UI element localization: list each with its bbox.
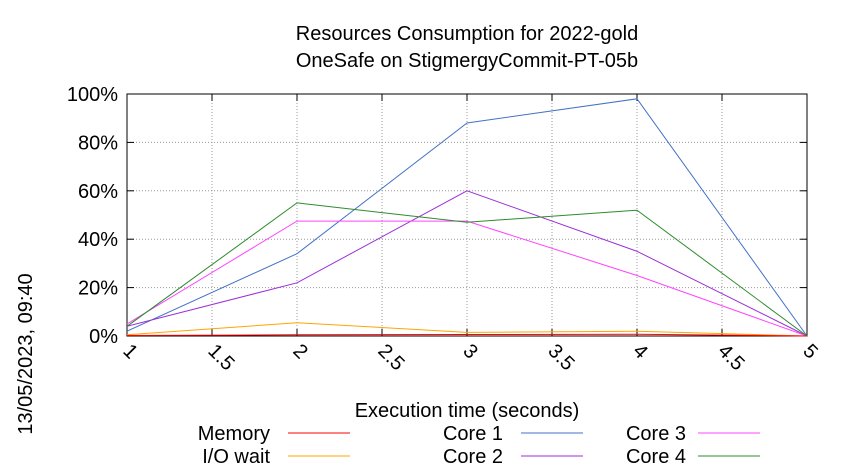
series-line-memory bbox=[126, 333, 808, 337]
series-line-core-1 bbox=[126, 98, 808, 337]
y-tick-label: 60% bbox=[78, 181, 118, 203]
x-tick-label: 2.5 bbox=[373, 340, 408, 375]
series-lines bbox=[126, 98, 808, 337]
legend-label: Memory bbox=[198, 423, 270, 445]
side-label: 13/05/2023, 09:40 bbox=[15, 273, 37, 434]
legend-label: Core 1 bbox=[443, 423, 503, 445]
x-tick-label: 5 bbox=[798, 340, 821, 363]
x-tick-label: 3 bbox=[458, 340, 481, 363]
chart-title: Resources Consumption for 2022-gold bbox=[296, 23, 638, 45]
chart-subtitle: OneSafe on StigmergyCommit-PT-05b bbox=[296, 50, 638, 72]
y-tick-label: 0% bbox=[89, 326, 118, 348]
y-axis: 0% 20% 40% 60% 80% 100% bbox=[67, 84, 807, 348]
series-line-core-2 bbox=[126, 190, 808, 337]
legend-label: I/O wait bbox=[202, 446, 270, 468]
legend-label: Core 3 bbox=[626, 423, 686, 445]
y-tick-label: 20% bbox=[78, 278, 118, 300]
x-axis-label: Execution time (seconds) bbox=[355, 400, 580, 422]
y-tick-label: 80% bbox=[78, 132, 118, 154]
x-tick-label: 1.5 bbox=[203, 340, 238, 375]
legend-label: Core 2 bbox=[443, 446, 503, 468]
x-tick-label: 3.5 bbox=[543, 340, 578, 375]
x-tick-label: 4.5 bbox=[713, 340, 748, 375]
x-tick-label: 4 bbox=[628, 340, 651, 363]
series-line-core-4 bbox=[126, 202, 808, 337]
series-line-core-3 bbox=[126, 220, 808, 337]
y-tick-label: 40% bbox=[78, 229, 118, 251]
x-tick-label: 1 bbox=[118, 340, 141, 363]
legend-label: Core 4 bbox=[626, 446, 686, 468]
series-line-i-o-wait bbox=[126, 322, 808, 337]
y-tick-label: 100% bbox=[67, 84, 118, 106]
x-tick-label: 2 bbox=[288, 340, 311, 363]
